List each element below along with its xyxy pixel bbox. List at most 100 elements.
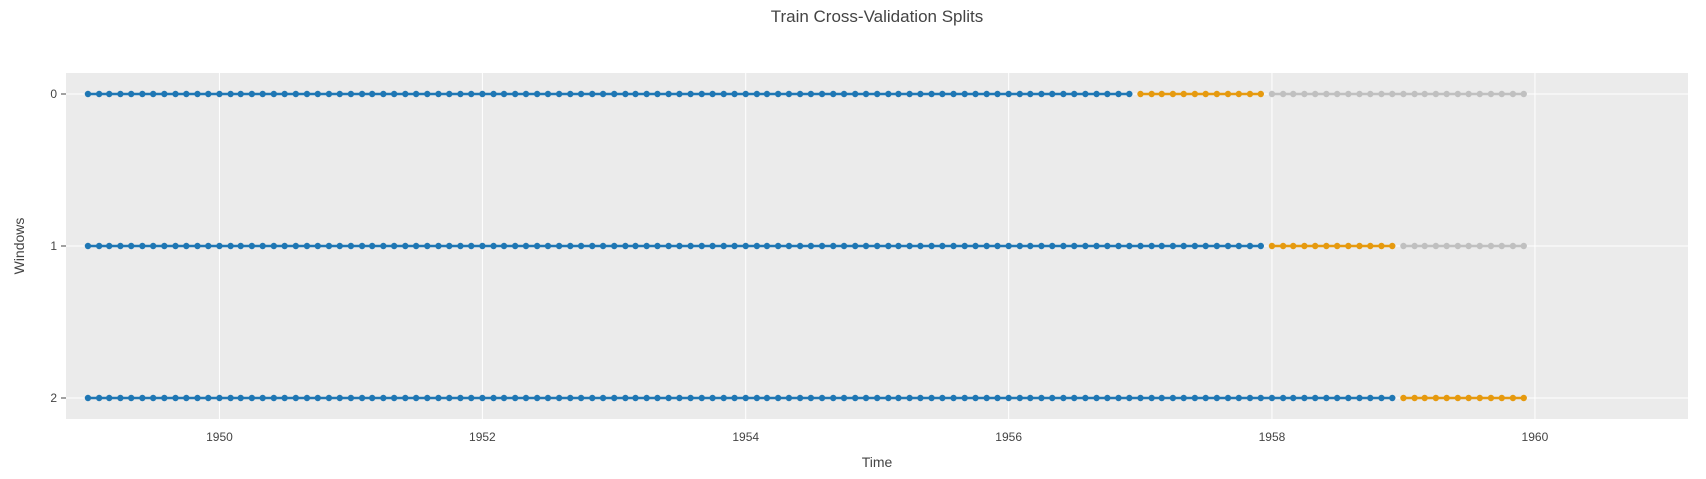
train-point [511, 394, 519, 402]
train-point [720, 394, 727, 402]
train-point [490, 394, 497, 402]
train-point [928, 242, 935, 250]
unused-point [1268, 90, 1276, 98]
test-point [1246, 90, 1254, 98]
train-point [402, 90, 409, 98]
train-point [983, 394, 990, 402]
unused-point [1509, 90, 1517, 98]
train-point [117, 90, 124, 98]
train-point [1093, 90, 1100, 98]
test-point [1333, 242, 1341, 250]
train-point [194, 242, 201, 250]
train-point [731, 242, 738, 250]
train-point [424, 242, 431, 250]
test-point [1498, 394, 1505, 402]
x-tick-label: 1952 [469, 430, 496, 444]
unused-point [1487, 90, 1495, 98]
unused-point [1290, 90, 1297, 98]
train-point [818, 242, 826, 250]
unused-point [1443, 242, 1450, 250]
train-point [1082, 394, 1089, 402]
train-point [1180, 394, 1187, 402]
train-point [1027, 394, 1034, 402]
train-point [303, 90, 311, 98]
train-point [368, 394, 376, 402]
train-point [885, 242, 892, 250]
train-point [577, 90, 585, 98]
test-point [1148, 90, 1155, 98]
train-point [1333, 394, 1341, 402]
train-point [1060, 242, 1067, 250]
train-point [1224, 394, 1232, 402]
train-point [1115, 394, 1122, 402]
train-point [807, 90, 815, 98]
train-point [205, 394, 212, 402]
train-point [216, 90, 223, 98]
train-point [698, 90, 705, 98]
unused-point [1279, 90, 1287, 98]
train-point [412, 90, 420, 98]
unused-point [1454, 242, 1462, 250]
unused-point [1520, 90, 1527, 98]
train-point [632, 90, 639, 98]
train-point [830, 394, 837, 402]
test-point [1454, 394, 1462, 402]
unused-point [1465, 90, 1472, 98]
test-point [1311, 242, 1319, 250]
train-point [205, 242, 212, 250]
train-point [1290, 394, 1297, 402]
train-point [248, 90, 256, 98]
train-point [1071, 90, 1078, 98]
train-point [643, 242, 650, 250]
test-point [1378, 242, 1385, 250]
unused-point [1443, 90, 1450, 98]
train-point [950, 242, 957, 250]
train-point [149, 242, 157, 250]
train-point [950, 394, 957, 402]
train-point [972, 90, 979, 98]
train-point [709, 90, 716, 98]
train-point [402, 242, 409, 250]
test-point [1411, 394, 1418, 402]
train-point [259, 394, 266, 402]
train-point [544, 242, 552, 250]
train-point [1082, 242, 1089, 250]
train-point [1016, 242, 1024, 250]
train-point [818, 90, 826, 98]
train-point [939, 242, 946, 250]
train-point [435, 242, 442, 250]
train-point [1093, 394, 1100, 402]
train-point [654, 90, 661, 98]
train-point [216, 394, 223, 402]
train-point [161, 394, 168, 402]
train-point [687, 90, 694, 98]
train-point [446, 242, 453, 250]
train-point [435, 90, 442, 98]
train-point [490, 90, 497, 98]
train-point [106, 90, 113, 98]
train-point [676, 394, 683, 402]
train-point [1104, 394, 1111, 402]
train-point [753, 242, 761, 250]
train-point [567, 242, 574, 250]
train-point [1246, 242, 1254, 250]
test-point [1400, 394, 1407, 402]
train-point [785, 90, 793, 98]
train-point [522, 394, 530, 402]
train-point [763, 394, 771, 402]
train-point [1115, 242, 1122, 250]
train-point [347, 90, 355, 98]
train-point [1038, 242, 1045, 250]
x-axis-title: Time [862, 454, 893, 470]
test-point [1169, 90, 1177, 98]
test-point [1137, 90, 1144, 98]
train-point [446, 394, 453, 402]
train-point [862, 394, 870, 402]
train-point [972, 394, 979, 402]
test-point [1202, 90, 1209, 98]
train-point [1257, 394, 1264, 402]
train-point [511, 242, 519, 250]
train-point [270, 90, 278, 98]
train-point [1235, 394, 1243, 402]
train-point [950, 90, 957, 98]
